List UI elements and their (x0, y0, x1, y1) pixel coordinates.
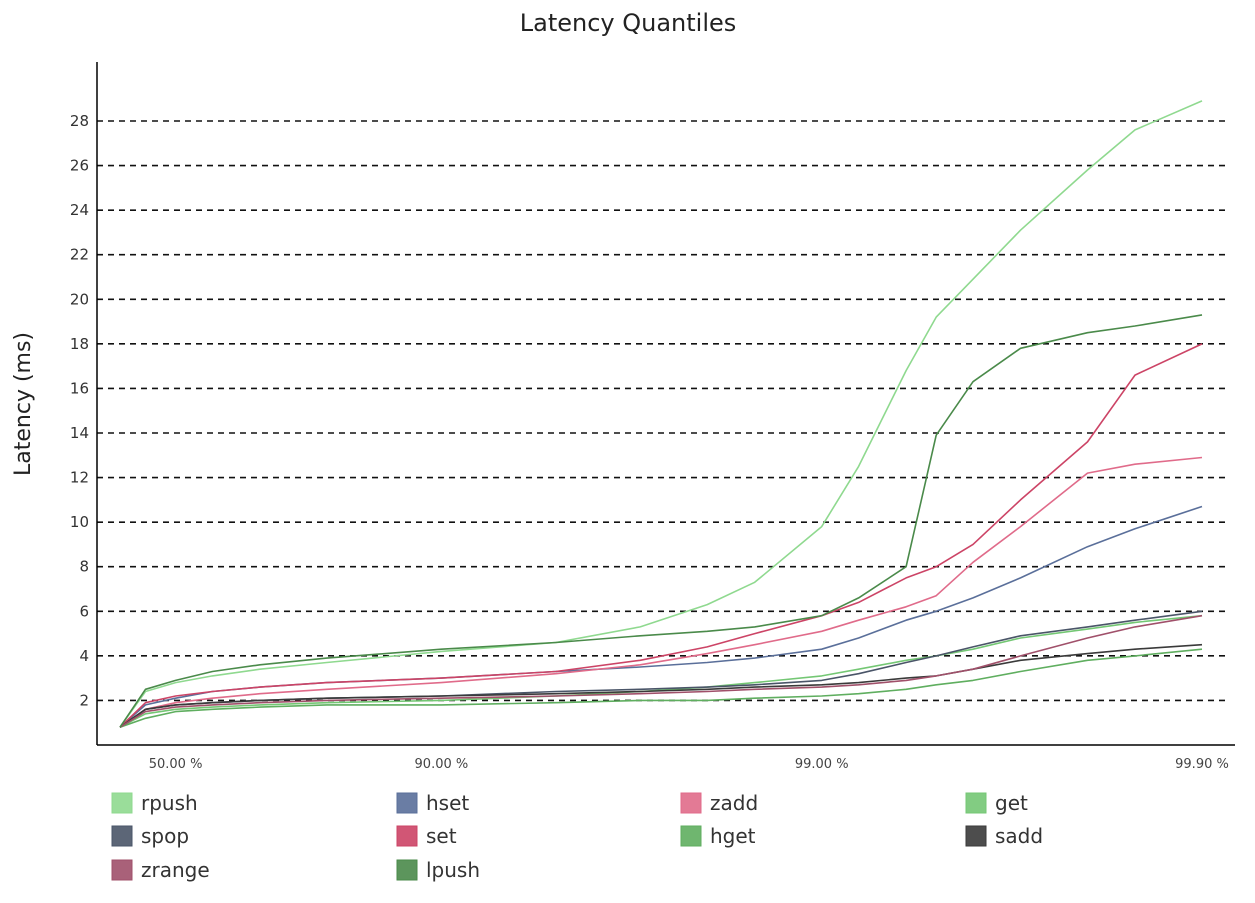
legend-label-set: set (426, 824, 457, 848)
y-tick-label: 26 (70, 157, 89, 175)
series-line-rpush (119, 100, 1203, 728)
y-tick-label: 2 (79, 691, 89, 709)
y-tick-label: 14 (70, 424, 89, 442)
x-axis-ticks: 50.00 % 90.00 % 99.00 % 99.90 % (149, 757, 1229, 772)
chart-title: Latency Quantiles (520, 9, 737, 37)
legend-swatch-zadd (680, 792, 702, 814)
legend-swatch-lpush (396, 859, 418, 881)
series-line-spop (119, 610, 1203, 728)
x-tick-label: 99.00 % (795, 757, 849, 772)
series-lines (119, 100, 1203, 728)
y-tick-label: 18 (70, 335, 89, 353)
legend-label-hget: hget (710, 824, 756, 848)
legend-swatch-rpush (111, 792, 133, 814)
series-line-zrange (119, 614, 1203, 728)
legend-label-hset: hset (426, 791, 469, 815)
legend-label-lpush: lpush (426, 858, 480, 882)
series-line-sadd (119, 643, 1203, 728)
legend-label-zrange: zrange (141, 858, 210, 882)
grid-lines (97, 120, 1230, 702)
legend-label-get: get (995, 791, 1028, 815)
y-tick-label: 22 (70, 246, 89, 264)
y-tick-label: 10 (70, 513, 89, 531)
legend-swatch-sadd (965, 825, 987, 847)
series-line-set (119, 343, 1203, 728)
x-tick-label: 50.00 % (149, 757, 203, 772)
y-tick-label: 8 (79, 558, 89, 576)
legend-swatch-get (965, 792, 987, 814)
legend-swatch-hset (396, 792, 418, 814)
series-line-hset (119, 505, 1203, 728)
series-line-get (119, 614, 1203, 728)
x-tick-label: 99.90 % (1175, 757, 1229, 772)
legend-label-spop: spop (141, 824, 189, 848)
legend-swatch-set (396, 825, 418, 847)
y-tick-label: 28 (70, 112, 89, 130)
legend-label-rpush: rpush (141, 791, 198, 815)
legend-swatch-spop (111, 825, 133, 847)
y-tick-label: 6 (79, 602, 89, 620)
legend: rpush hset zadd get spop set hget sadd zrange lpu… (111, 791, 1043, 882)
legend-label-sadd: sadd (995, 824, 1043, 848)
legend-swatch-zrange (111, 859, 133, 881)
series-line-hget (119, 648, 1203, 728)
y-tick-label: 4 (79, 647, 89, 665)
y-tick-label: 20 (70, 290, 89, 308)
y-axis-label: Latency (ms) (11, 332, 36, 476)
legend-label-zadd: zadd (710, 791, 758, 815)
y-tick-label: 24 (70, 201, 89, 219)
y-tick-label: 16 (70, 379, 89, 397)
series-line-lpush (119, 314, 1203, 728)
legend-swatch-hget (680, 825, 702, 847)
x-tick-label: 90.00 % (415, 757, 469, 772)
series-line-zadd (119, 456, 1203, 728)
y-tick-label: 12 (70, 469, 89, 487)
